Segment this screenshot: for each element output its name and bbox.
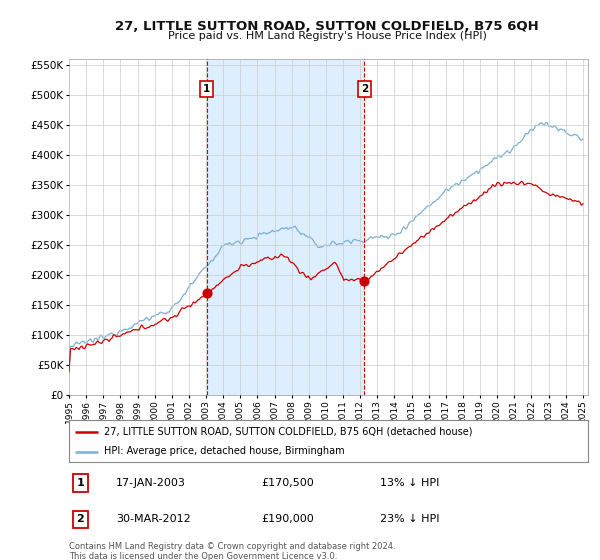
- Text: £170,500: £170,500: [261, 478, 314, 488]
- Text: 27, LITTLE SUTTON ROAD, SUTTON COLDFIELD, B75 6QH (detached house): 27, LITTLE SUTTON ROAD, SUTTON COLDFIELD…: [104, 427, 473, 437]
- Bar: [207, 59, 364, 395]
- Text: 2: 2: [77, 515, 84, 524]
- Text: £190,000: £190,000: [261, 515, 314, 524]
- Text: Price paid vs. HM Land Registry's House Price Index (HPI): Price paid vs. HM Land Registry's House …: [167, 31, 487, 41]
- Text: 2: 2: [361, 84, 368, 94]
- Point: [202, 288, 212, 297]
- Text: Contains HM Land Registry data © Crown copyright and database right 2024.
This d: Contains HM Land Registry data © Crown c…: [69, 542, 395, 560]
- Text: 13% ↓ HPI: 13% ↓ HPI: [380, 478, 440, 488]
- Text: 1: 1: [203, 84, 211, 94]
- Text: 30-MAR-2012: 30-MAR-2012: [116, 515, 190, 524]
- Text: 1: 1: [77, 478, 84, 488]
- Point: [359, 276, 369, 285]
- Text: HPI: Average price, detached house, Birmingham: HPI: Average price, detached house, Birm…: [104, 446, 345, 456]
- Text: 23% ↓ HPI: 23% ↓ HPI: [380, 515, 440, 524]
- Text: 27, LITTLE SUTTON ROAD, SUTTON COLDFIELD, B75 6QH: 27, LITTLE SUTTON ROAD, SUTTON COLDFIELD…: [115, 20, 539, 32]
- Text: 17-JAN-2003: 17-JAN-2003: [116, 478, 185, 488]
